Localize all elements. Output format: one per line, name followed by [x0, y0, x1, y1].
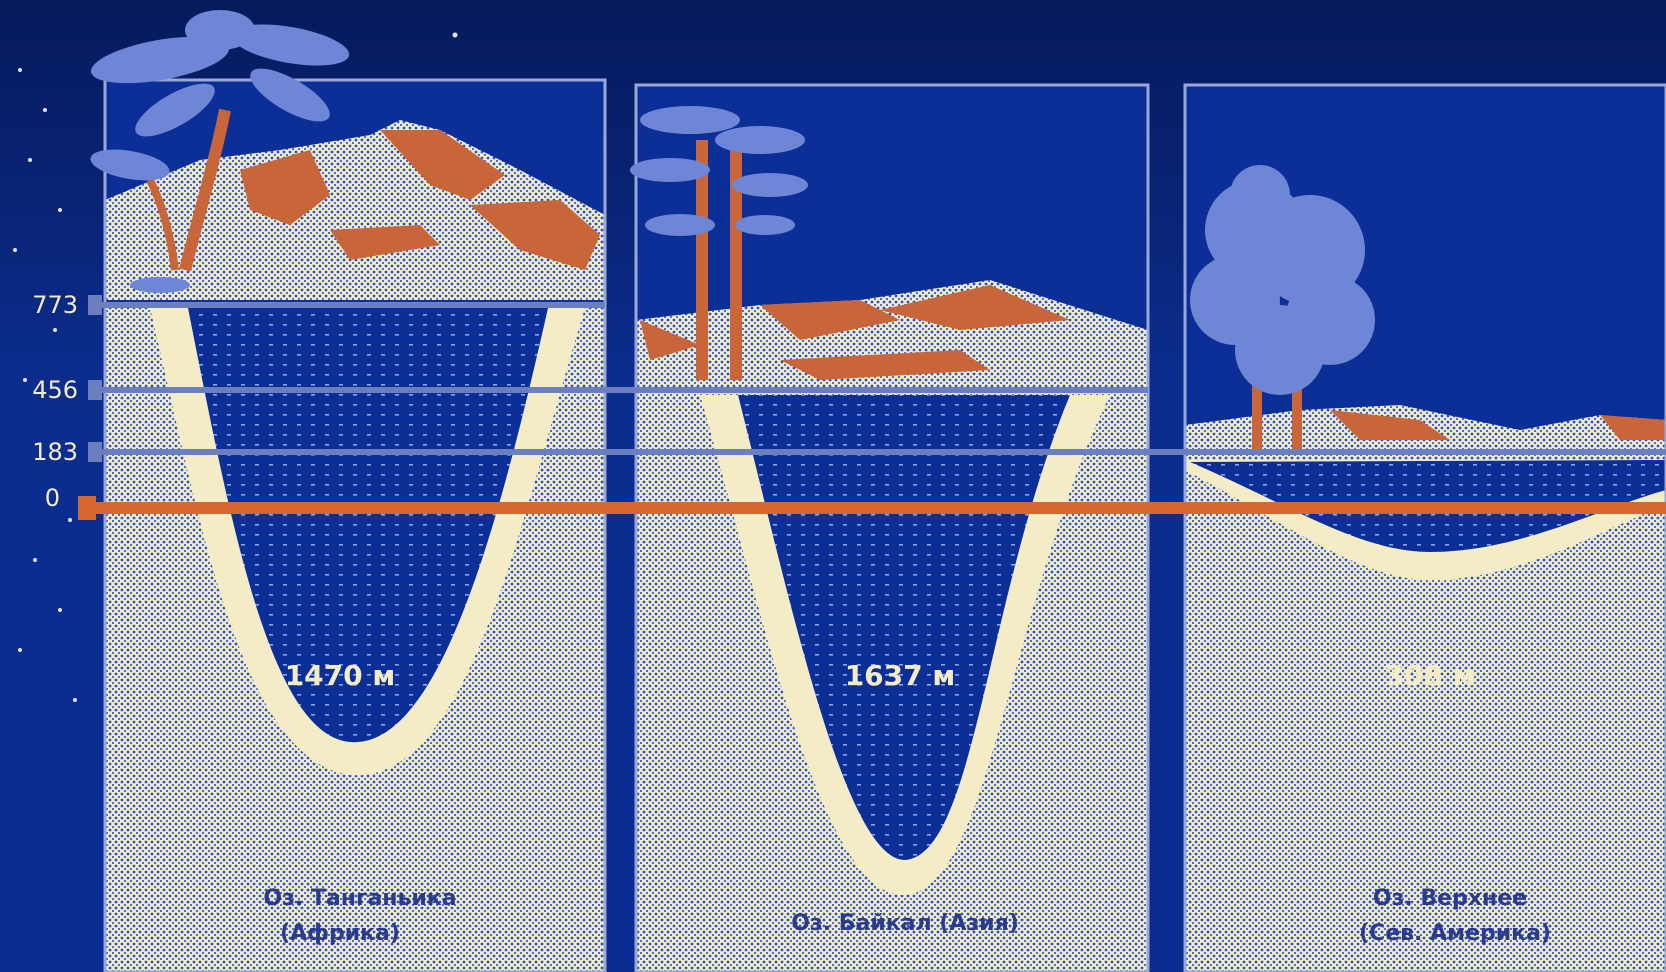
lake-water	[188, 308, 548, 743]
deciduous-tree-icon	[1190, 165, 1375, 450]
mountain-rock	[240, 130, 600, 270]
panel-superior: 308 м Оз. Верхнее (Сев. Америка)	[1183, 83, 1666, 972]
panel-frame	[103, 78, 607, 972]
shore-rock	[1330, 410, 1666, 440]
level-label: 773	[32, 291, 78, 319]
depth-label: 1637 м	[845, 659, 956, 692]
panel-frame	[634, 83, 1150, 972]
caption-line-1: Оз. Танганьика	[263, 886, 456, 911]
panel-baikal: 1637 м Оз. Байкал (Азия)	[630, 83, 1150, 972]
depth-label: 308 м	[1384, 659, 1475, 692]
caption-line-2: (Сев. Америка)	[1359, 921, 1551, 946]
level-lines	[78, 295, 1666, 520]
level-label: 0	[45, 484, 60, 512]
depth-label: 1470 м	[285, 659, 396, 692]
panel-frame	[1183, 83, 1666, 972]
palm-tree-icon	[90, 10, 350, 293]
caption-line-1: Оз. Верхнее	[1373, 886, 1527, 911]
caption-line-1: Оз. Байкал (Азия)	[791, 911, 1019, 936]
pine-tree-icon	[630, 106, 808, 380]
level-label: 456	[32, 376, 78, 404]
level-labels: 773 456 183 0	[32, 291, 78, 512]
caption-line-2: (Африка)	[280, 921, 400, 946]
level-label: 183	[32, 438, 78, 466]
mountain-rock	[640, 285, 1070, 380]
panel-tanganyika: 1470 м Оз. Танганьика (Африка)	[90, 10, 607, 972]
